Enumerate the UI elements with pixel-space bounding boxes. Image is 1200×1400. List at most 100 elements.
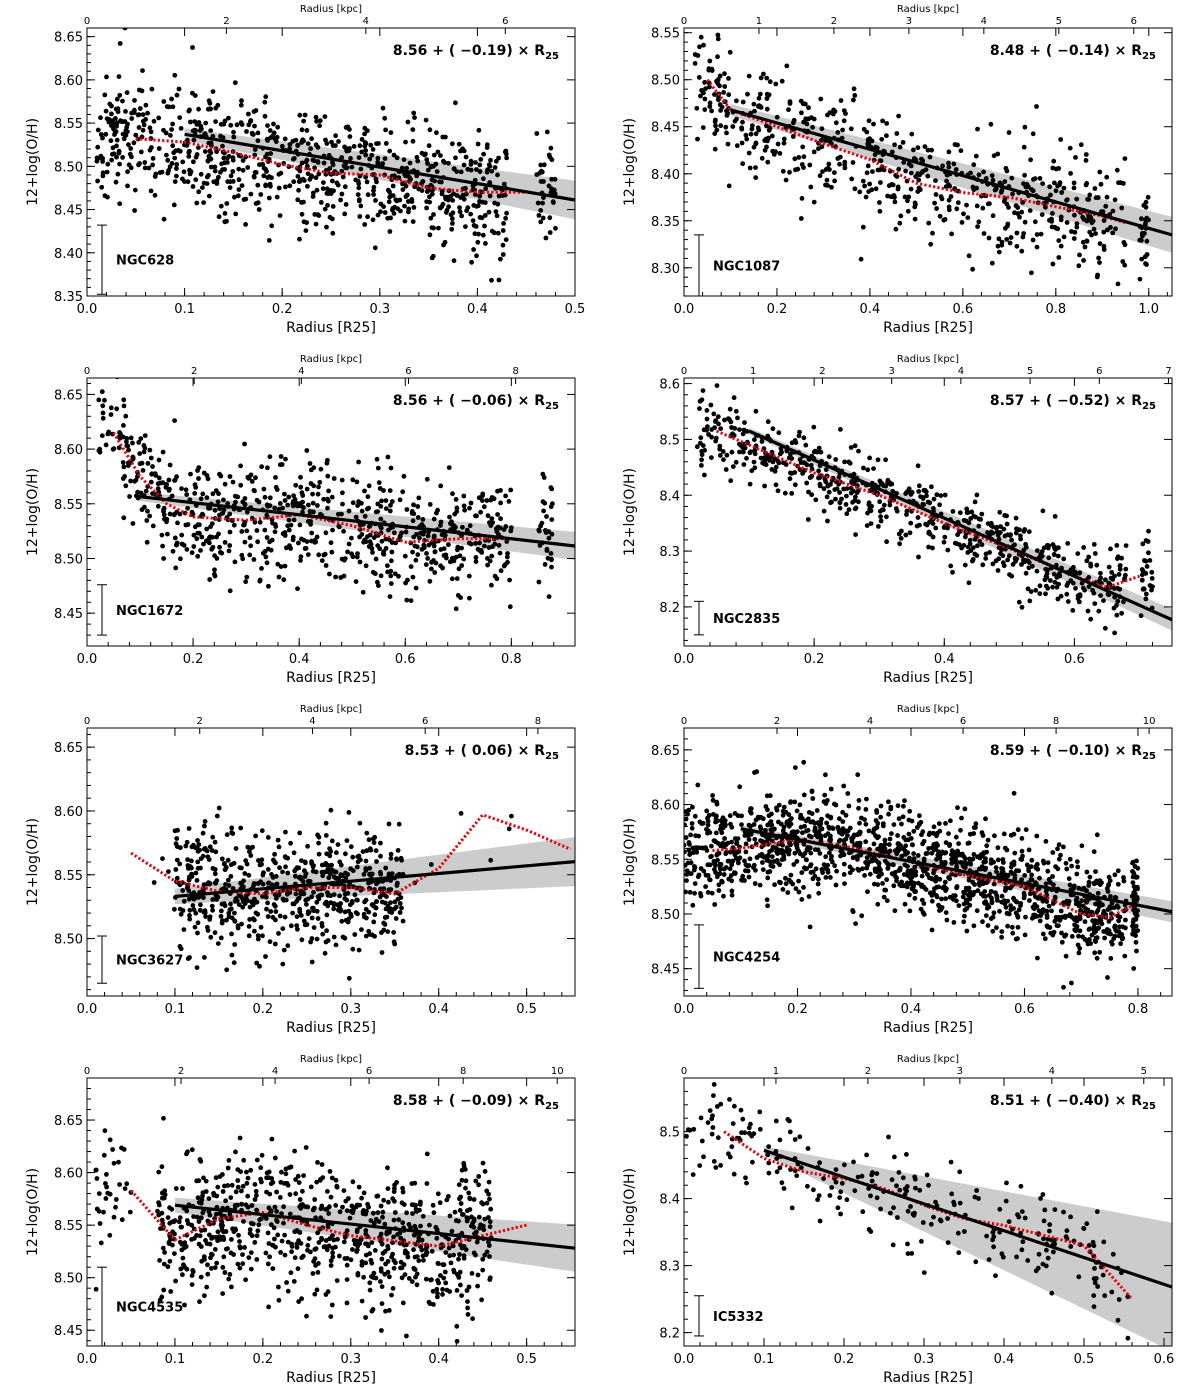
data-point xyxy=(1022,559,1027,565)
data-point xyxy=(259,566,264,571)
data-point xyxy=(202,846,208,851)
data-point xyxy=(308,939,313,945)
y-tick-label: 8.6 xyxy=(659,378,680,393)
data-point xyxy=(751,101,757,107)
x-tick-label: 0.2 xyxy=(804,652,825,667)
data-point xyxy=(309,538,314,544)
data-point xyxy=(1004,847,1010,853)
data-point xyxy=(729,862,735,868)
data-point xyxy=(191,159,196,165)
data-point xyxy=(855,772,861,778)
data-point xyxy=(1011,831,1017,837)
data-point xyxy=(228,173,234,179)
data-point xyxy=(461,162,467,168)
data-point xyxy=(227,543,233,548)
data-point xyxy=(393,916,399,921)
data-point xyxy=(311,925,317,930)
data-point xyxy=(492,165,498,170)
data-point xyxy=(799,897,805,902)
data-point xyxy=(724,452,730,458)
data-point xyxy=(459,545,464,551)
data-point xyxy=(954,898,959,904)
data-point xyxy=(446,160,451,166)
running-median-line xyxy=(130,813,572,896)
data-point xyxy=(255,911,261,917)
data-point xyxy=(534,131,540,136)
data-point xyxy=(195,522,201,528)
data-point xyxy=(492,573,498,579)
data-point xyxy=(323,530,329,536)
data-point xyxy=(823,182,828,188)
data-point xyxy=(776,460,782,466)
data-point xyxy=(1108,546,1113,552)
panel-ngc4254: 0.0 0.2 0.4 0.6 0.8 8.45 8.50 8.55 8.60 8.65 0 2 4 6 8… xyxy=(597,700,1197,1050)
data-point xyxy=(715,414,721,420)
data-point xyxy=(1088,215,1094,221)
data-point xyxy=(142,160,148,165)
data-point xyxy=(1074,221,1080,227)
data-point xyxy=(461,196,467,202)
data-point xyxy=(480,232,486,238)
data-point xyxy=(1055,596,1061,602)
data-point xyxy=(201,882,207,888)
data-point xyxy=(149,145,154,150)
data-point xyxy=(717,102,723,108)
data-point xyxy=(842,881,847,886)
data-point xyxy=(1056,545,1061,551)
data-point xyxy=(870,830,876,835)
data-point xyxy=(400,181,405,187)
data-point xyxy=(248,118,254,123)
data-point xyxy=(463,191,469,197)
data-point xyxy=(1004,910,1010,916)
data-point xyxy=(928,241,934,247)
data-point xyxy=(1030,237,1036,243)
data-point xyxy=(100,173,106,179)
data-point xyxy=(145,508,150,514)
data-point xyxy=(718,426,724,431)
data-point xyxy=(141,122,147,128)
data-point xyxy=(252,488,257,494)
data-point xyxy=(153,473,159,478)
data-point xyxy=(324,224,329,230)
data-point xyxy=(238,894,244,899)
data-point xyxy=(381,886,387,892)
data-point xyxy=(264,906,269,912)
data-point xyxy=(166,477,172,483)
data-point xyxy=(299,211,305,217)
data-point xyxy=(251,132,256,137)
data-point xyxy=(321,160,327,166)
data-point xyxy=(874,808,879,813)
data-point xyxy=(311,158,317,164)
data-point xyxy=(825,518,830,524)
data-point xyxy=(260,933,265,939)
data-point xyxy=(983,556,989,561)
data-point xyxy=(1075,593,1081,599)
data-point xyxy=(936,884,942,890)
data-point xyxy=(218,133,223,139)
data-point xyxy=(206,193,212,199)
data-point xyxy=(180,908,186,913)
data-point xyxy=(280,961,286,967)
data-point xyxy=(723,124,729,130)
data-point xyxy=(701,427,707,433)
data-point xyxy=(273,860,278,866)
data-point xyxy=(961,517,967,523)
data-point xyxy=(315,503,320,508)
data-point xyxy=(277,865,282,871)
data-point xyxy=(1147,558,1153,563)
data-point xyxy=(302,874,308,879)
data-point xyxy=(549,186,554,192)
top-tick-label: 0 xyxy=(84,716,90,727)
data-point xyxy=(319,558,325,563)
data-point xyxy=(816,876,821,882)
gradient-fit-line xyxy=(184,132,575,202)
data-point xyxy=(305,843,310,849)
data-point xyxy=(881,894,887,900)
data-point xyxy=(1013,910,1019,916)
top-tick-label: 2 xyxy=(819,366,825,377)
data-point xyxy=(752,465,758,471)
data-point xyxy=(715,32,721,38)
data-point xyxy=(201,200,207,206)
data-point xyxy=(117,92,123,98)
data-point xyxy=(1010,930,1016,936)
